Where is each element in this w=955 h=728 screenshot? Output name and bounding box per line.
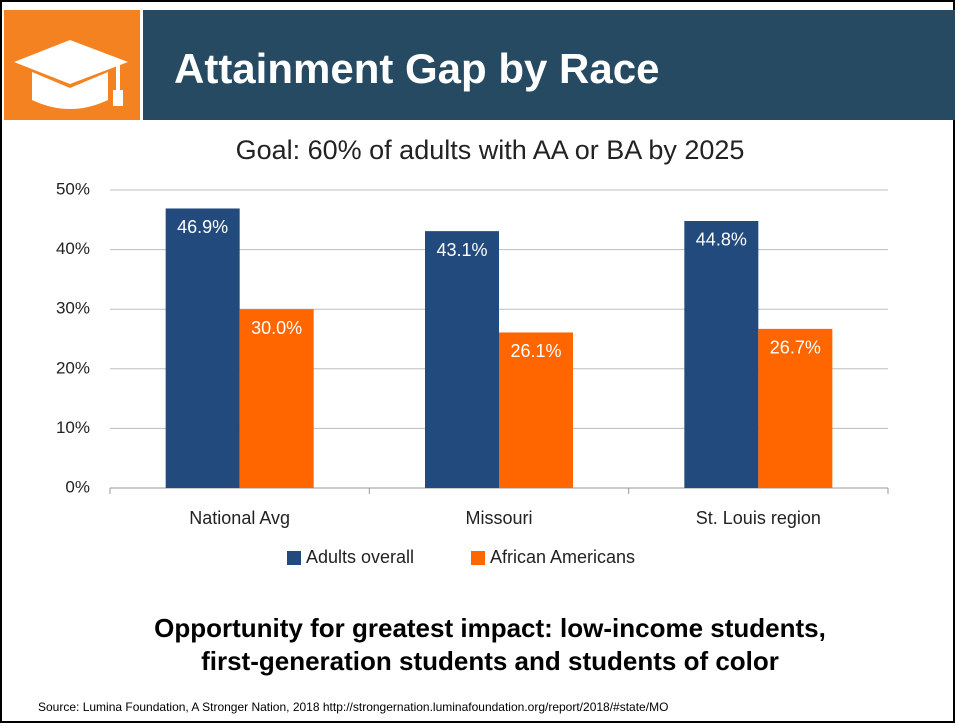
cap-icon [14, 40, 128, 109]
chart-title: Goal: 60% of adults with AA or BA by 202… [236, 135, 745, 165]
data-label: 30.0% [251, 318, 302, 338]
y-tick-label: 10% [56, 418, 90, 437]
data-label: 26.7% [770, 338, 821, 358]
bar [425, 231, 499, 488]
bar [239, 309, 314, 488]
takeaway-line: Opportunity for greatest impact: low-inc… [154, 613, 826, 643]
bar [758, 328, 833, 488]
y-tick-label: 50% [56, 179, 90, 198]
header-bar [143, 10, 955, 120]
legend-swatch [287, 551, 301, 565]
bar [684, 220, 759, 488]
y-tick-label: 30% [56, 299, 90, 318]
x-tick-label: Missouri [465, 508, 532, 528]
y-tick-label: 0% [65, 477, 90, 496]
data-label: 26.1% [510, 341, 561, 361]
slide-title: Attainment Gap by Race [174, 45, 659, 92]
legend-label: African Americans [490, 547, 635, 567]
data-label: 43.1% [436, 240, 487, 260]
source-note: Source: Lumina Foundation, A Stronger Na… [38, 700, 668, 714]
bar [165, 208, 240, 488]
legend-label: Adults overall [306, 547, 414, 567]
takeaway-line: first-generation students and students o… [201, 646, 779, 676]
y-tick-label: 20% [56, 358, 90, 377]
data-label: 46.9% [177, 217, 228, 237]
x-tick-label: National Avg [189, 508, 290, 528]
legend-swatch [471, 551, 485, 565]
data-label: 44.8% [696, 230, 747, 250]
y-tick-label: 40% [56, 239, 90, 258]
x-tick-label: St. Louis region [696, 508, 821, 528]
bar [499, 332, 573, 488]
